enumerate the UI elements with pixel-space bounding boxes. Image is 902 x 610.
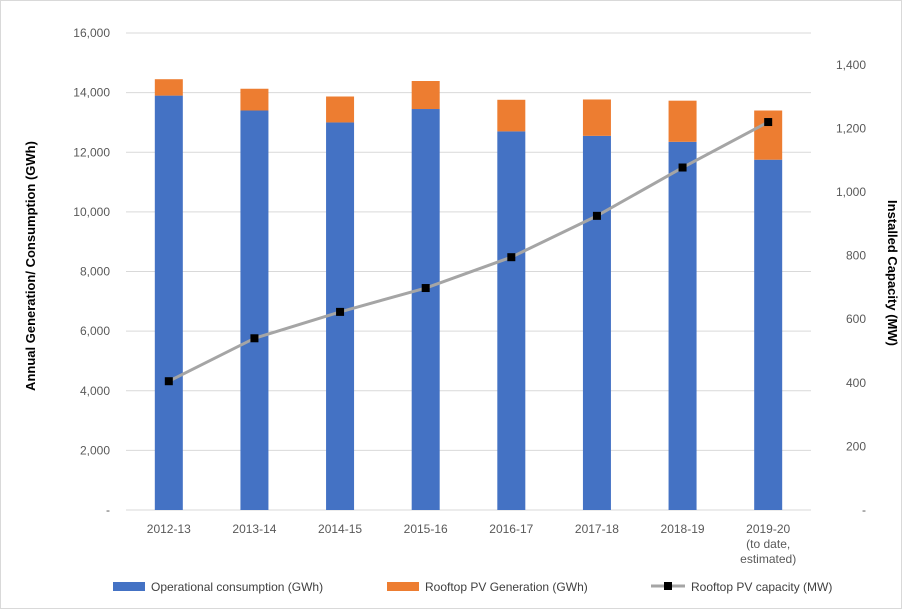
category-label: 2016-17 <box>489 522 533 536</box>
category-label: 2013-14 <box>232 522 276 536</box>
legend-swatch-rooftop-pv-generation <box>387 582 419 591</box>
bar-operational-consumption <box>411 109 440 510</box>
bar-operational-consumption <box>240 110 269 510</box>
legend-label-rooftop-pv-capacity: Rooftop PV capacity (MW) <box>691 580 832 594</box>
right-tick-label: 800 <box>846 249 866 263</box>
bar-rooftop-pv-generation <box>411 80 440 110</box>
bar-rooftop-pv-generation <box>582 99 611 136</box>
left-tick-label: 16,000 <box>73 26 110 40</box>
line-rooftop-pv-capacity <box>168 120 769 383</box>
left-tick-label: - <box>106 503 110 517</box>
category-label: 2015-16 <box>404 522 448 536</box>
bar-rooftop-pv-generation <box>154 79 183 96</box>
left-tick-label: 8,000 <box>80 265 110 279</box>
legend-label-operational-consumption: Operational consumption (GWh) <box>151 580 323 594</box>
bar-operational-consumption <box>668 141 697 511</box>
left-tick-label: 10,000 <box>73 205 110 219</box>
right-tick-label: 400 <box>846 376 866 390</box>
right-tick-label: 1,400 <box>836 58 866 72</box>
marker-rooftop-pv-capacity <box>250 334 259 343</box>
axes: - 2,000 4,000 6,000 8,000 10,000 12,000 14,000 1… <box>73 26 866 566</box>
marker-rooftop-pv-capacity <box>421 284 430 293</box>
legend-swatch-operational-consumption <box>113 582 145 591</box>
marker-rooftop-pv-capacity <box>507 253 516 262</box>
category-label: 2018-19 <box>661 522 705 536</box>
right-tick-label: - <box>862 503 866 517</box>
right-tick-label: 600 <box>846 312 866 326</box>
marker-rooftop-pv-capacity <box>164 377 173 386</box>
bar-rooftop-pv-generation <box>240 88 269 111</box>
left-tick-label: 14,000 <box>73 86 110 100</box>
right-axis-title: Installed Capacity (MW) <box>885 200 900 346</box>
left-tick-label: 12,000 <box>73 145 110 159</box>
bar-operational-consumption <box>582 135 611 510</box>
legend-marker-rooftop-pv-capacity <box>664 582 672 590</box>
category-label: estimated) <box>740 552 796 566</box>
legend: Operational consumption (GWh) Rooftop PV… <box>113 580 832 594</box>
marker-rooftop-pv-capacity <box>678 163 687 172</box>
right-tick-label: 1,200 <box>836 121 866 135</box>
right-tick-label: 200 <box>846 439 866 453</box>
bar-rooftop-pv-generation <box>497 99 526 132</box>
bar-operational-consumption <box>497 131 526 510</box>
capacity-line <box>164 118 773 386</box>
marker-rooftop-pv-capacity <box>592 211 601 220</box>
category-label: 2014-15 <box>318 522 362 536</box>
bar-rooftop-pv-generation <box>326 96 355 123</box>
bar-operational-consumption <box>754 159 783 510</box>
left-tick-label: 2,000 <box>80 443 110 457</box>
right-tick-label: 1,000 <box>836 185 866 199</box>
bar-rooftop-pv-generation <box>754 110 783 160</box>
category-label: 2017-18 <box>575 522 619 536</box>
bars <box>154 79 783 511</box>
marker-rooftop-pv-capacity <box>336 307 345 316</box>
legend-label-rooftop-pv-generation: Rooftop PV Generation (GWh) <box>425 580 588 594</box>
left-tick-label: 6,000 <box>80 324 110 338</box>
left-tick-label: 4,000 <box>80 384 110 398</box>
category-label: (to date, <box>746 537 790 551</box>
category-label: 2019-20 <box>746 522 790 536</box>
bar-operational-consumption <box>154 95 183 510</box>
bar-rooftop-pv-generation <box>668 100 697 142</box>
left-axis-title: Annual Generation/ Consumption (GWh) <box>23 141 38 391</box>
marker-rooftop-pv-capacity <box>764 118 773 127</box>
category-label: 2012-13 <box>147 522 191 536</box>
